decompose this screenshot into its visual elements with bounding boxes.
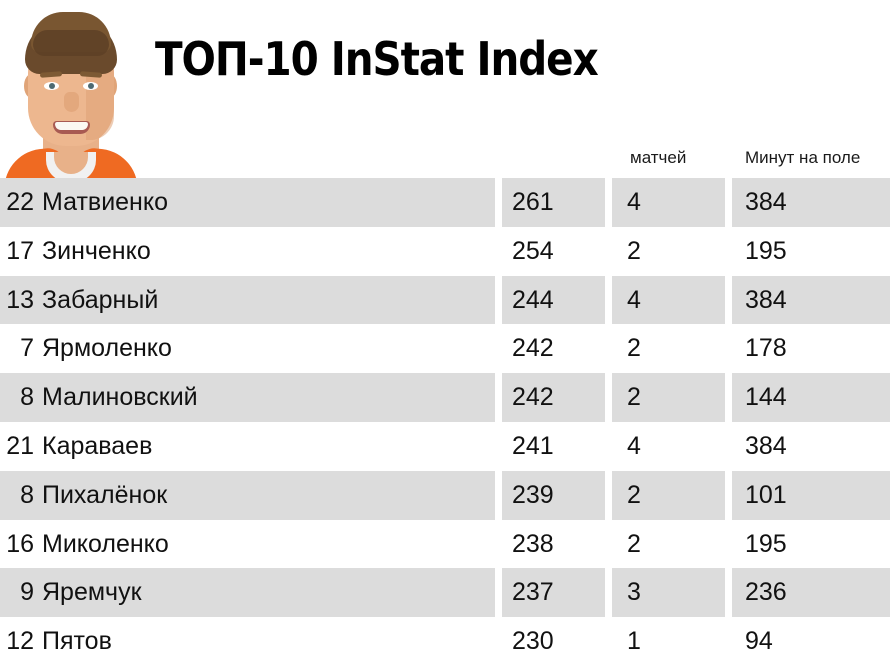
cell-player-name: Малиновский — [42, 383, 198, 412]
cell-instat-index: 261 — [512, 188, 554, 216]
cell-minutes-played: 195 — [745, 529, 787, 558]
cell-player-number: 8 — [20, 480, 34, 509]
cell-instat-index: 244 — [512, 285, 554, 314]
table-row: 7 Ярмоленко 242 2 178 — [0, 324, 890, 373]
portrait-collar-inner — [54, 152, 88, 174]
row-band-name — [0, 470, 495, 520]
row-band-matches — [612, 373, 725, 422]
row-band-matches — [612, 275, 725, 325]
cell-player-name: Пятов — [42, 627, 112, 656]
cell-player-number: 13 — [6, 285, 34, 314]
row-band-index — [502, 275, 605, 325]
cell-player-name: Яремчук — [42, 578, 142, 607]
cell-matches-played: 4 — [627, 285, 641, 314]
cell-matches-played: 2 — [627, 529, 641, 558]
cell-player-name: Караваев — [42, 431, 153, 460]
table-column-header: матчей Минут на поле — [0, 148, 890, 174]
row-band-matches — [612, 470, 725, 520]
column-header-matches: матчей — [630, 148, 687, 167]
column-header-minutes: Минут на поле — [745, 148, 861, 167]
cell-instat-index: 230 — [512, 627, 554, 656]
table-row: 17 Зинченко 254 2 195 — [0, 227, 890, 276]
cell-player-number: 17 — [6, 236, 34, 265]
row-band-minutes — [732, 178, 890, 227]
page-title: ТОП-10 InStat Index — [155, 32, 599, 86]
cell-minutes-played: 94 — [745, 627, 773, 656]
cell-player-number: 21 — [6, 431, 34, 460]
table-row: 8 Малиновский 242 2 144 — [0, 373, 890, 422]
portrait-mouth — [53, 121, 90, 134]
player-portrait-photo — [0, 0, 140, 178]
cell-player-name: Забарный — [42, 285, 159, 314]
cell-matches-played: 4 — [627, 188, 641, 216]
cell-minutes-played: 195 — [745, 236, 787, 265]
cell-player-number: 12 — [6, 627, 34, 656]
row-band-minutes — [732, 275, 890, 325]
cell-instat-index: 237 — [512, 578, 554, 607]
cell-player-number: 8 — [20, 383, 34, 412]
cell-matches-played: 2 — [627, 334, 641, 363]
cell-matches-played: 3 — [627, 578, 641, 607]
row-band-matches — [612, 568, 725, 618]
cell-minutes-played: 236 — [745, 578, 787, 607]
cell-matches-played: 2 — [627, 236, 641, 265]
table-row: 13 Забарный 244 4 384 — [0, 275, 890, 325]
cell-player-name: Пихалёнок — [42, 480, 168, 509]
table-row: 9 Яремчук 237 3 236 — [0, 568, 890, 618]
cell-minutes-played: 384 — [745, 188, 787, 216]
row-band-minutes — [732, 470, 890, 520]
row-band-index — [502, 568, 605, 618]
portrait-teeth — [55, 122, 88, 130]
cell-matches-played: 1 — [627, 627, 641, 656]
cell-minutes-played: 384 — [745, 431, 787, 460]
cell-instat-index: 254 — [512, 236, 554, 265]
row-band-index — [502, 470, 605, 520]
row-band-minutes — [732, 373, 890, 422]
cell-matches-played: 2 — [627, 480, 641, 509]
cell-player-number: 22 — [6, 188, 34, 216]
cell-player-name: Ярмоленко — [42, 334, 172, 363]
header-area: ТОП-10 InStat Index — [0, 0, 890, 178]
row-band-index — [502, 373, 605, 422]
cell-player-number: 16 — [6, 529, 34, 558]
cell-minutes-played: 144 — [745, 383, 787, 412]
row-band-name — [0, 373, 495, 422]
cell-player-name: Миколенко — [42, 529, 169, 558]
cell-instat-index: 241 — [512, 431, 554, 460]
row-band-minutes — [732, 568, 890, 618]
ranking-table: 22 Матвиенко 261 4 384 17 Зинченко 254 2 195 13 Заб… — [0, 178, 890, 666]
row-band-name — [0, 178, 495, 227]
row-band-name — [0, 275, 495, 325]
cell-player-number: 9 — [20, 578, 34, 607]
cell-minutes-played: 384 — [745, 285, 787, 314]
cell-minutes-played: 178 — [745, 334, 787, 363]
row-band-index — [502, 178, 605, 227]
cell-instat-index: 239 — [512, 480, 554, 509]
cell-minutes-played: 101 — [745, 480, 787, 509]
table-row: 22 Матвиенко 261 4 384 — [0, 178, 890, 227]
cell-player-number: 7 — [20, 334, 34, 363]
row-band-name — [0, 568, 495, 618]
portrait-pupil-right — [88, 83, 94, 89]
portrait-pupil-left — [49, 83, 55, 89]
portrait-nose — [64, 92, 79, 112]
portrait-hair-fringe — [33, 30, 109, 56]
table-row: 16 Миколенко 238 2 195 — [0, 520, 890, 569]
cell-player-name: Матвиенко — [42, 188, 168, 216]
cell-instat-index: 242 — [512, 334, 554, 363]
table-row: 21 Караваев 241 4 384 — [0, 422, 890, 471]
row-band-matches — [612, 178, 725, 227]
cell-matches-played: 4 — [627, 431, 641, 460]
table-row: 12 Пятов 230 1 94 — [0, 617, 890, 666]
cell-player-name: Зинченко — [42, 236, 151, 265]
cell-instat-index: 242 — [512, 383, 554, 412]
cell-matches-played: 2 — [627, 383, 641, 412]
cell-instat-index: 238 — [512, 529, 554, 558]
table-row: 8 Пихалёнок 239 2 101 — [0, 470, 890, 520]
